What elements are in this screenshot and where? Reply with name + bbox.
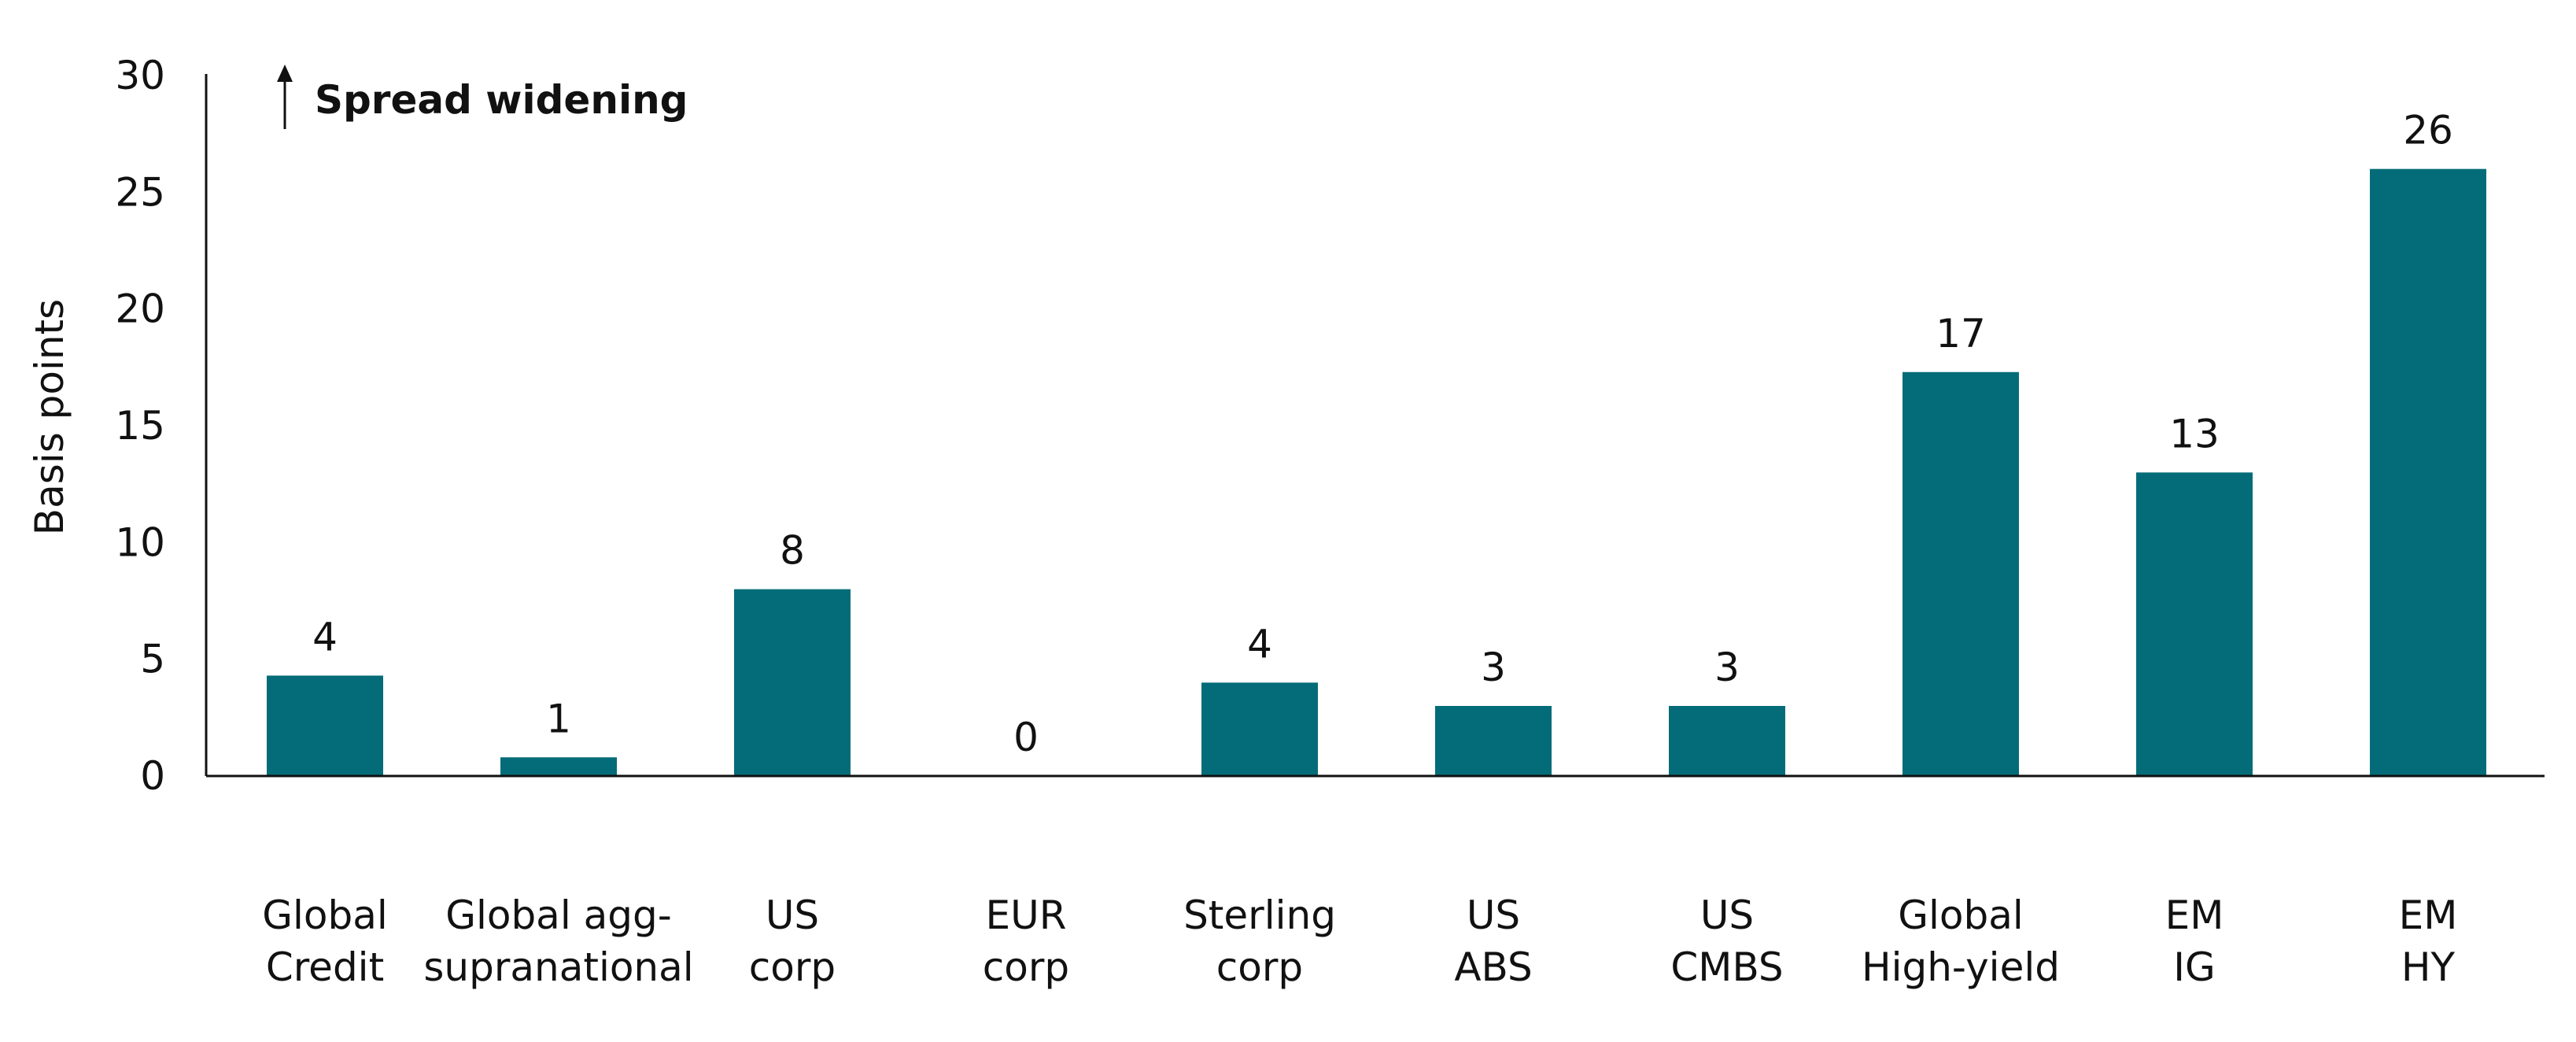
- y-tick-label: 0: [140, 753, 165, 799]
- bar: [2136, 472, 2253, 776]
- bar-value-label: 3: [1714, 645, 1740, 690]
- annotation-text: Spread widening: [315, 77, 688, 123]
- bar-value-label: 0: [1013, 715, 1039, 760]
- bar: [500, 757, 617, 776]
- category-label: EM IG: [2165, 892, 2224, 990]
- bar-value-label: 3: [1481, 645, 1506, 690]
- category-label: US CMBS: [1670, 892, 1783, 990]
- bar-value-label: 4: [312, 614, 338, 660]
- category-labels: Global Credit Global agg-supranational US co…: [262, 892, 2457, 990]
- category-label: Global Credit: [262, 892, 388, 990]
- bar-value-labels: 4 1 8 0 4 3 3 17 13 26: [312, 108, 2453, 760]
- bar: [267, 675, 383, 776]
- bars: [267, 168, 2486, 776]
- category-label: Sterling corp: [1183, 892, 1336, 990]
- bar: [734, 589, 851, 776]
- y-axis-ticks: 0 5 10 15 20 25 30: [115, 53, 165, 799]
- y-tick-label: 5: [140, 637, 165, 682]
- y-tick-label: 20: [115, 286, 165, 332]
- bar: [1435, 706, 1552, 776]
- y-tick-label: 15: [115, 403, 165, 449]
- bar-value-label: 13: [2169, 411, 2220, 456]
- bar: [1669, 706, 1785, 776]
- spread-widening-annotation: Spread widening: [277, 65, 688, 129]
- bar-value-label: 17: [1936, 311, 1986, 357]
- bar: [2370, 168, 2486, 776]
- bar-value-label: 4: [1247, 621, 1272, 667]
- bar: [1902, 371, 2019, 776]
- category-label: EM HY: [2399, 892, 2458, 990]
- y-tick-label: 10: [115, 519, 165, 565]
- bar-value-label: 26: [2403, 108, 2453, 153]
- y-axis-label: Basis points: [27, 299, 72, 535]
- bar-value-label: 1: [546, 696, 571, 741]
- category-label: US ABS: [1454, 892, 1532, 990]
- bar: [1201, 682, 1318, 776]
- arrow-up-head-icon: [277, 65, 293, 82]
- category-label: EUR corp: [983, 892, 1069, 990]
- y-tick-label: 25: [115, 169, 165, 215]
- category-label: US corp: [749, 892, 836, 990]
- category-label: Global agg-supranational: [423, 892, 693, 990]
- bar-value-label: 8: [780, 528, 805, 574]
- y-tick-label: 30: [115, 53, 165, 98]
- category-label: Global High-yield: [1862, 892, 2060, 990]
